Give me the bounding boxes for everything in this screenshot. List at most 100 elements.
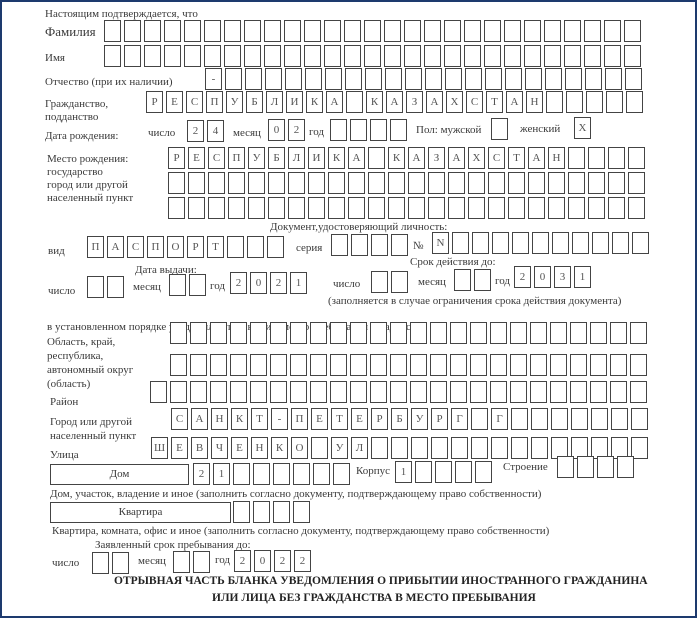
form-cell: Е bbox=[311, 408, 328, 430]
form-cell bbox=[584, 45, 601, 67]
region-field bbox=[170, 322, 647, 344]
valid-year-label: год bbox=[495, 275, 511, 287]
flat-field bbox=[233, 501, 310, 523]
form-cell bbox=[464, 45, 481, 67]
form-cell bbox=[204, 45, 221, 67]
form-cell: 1 bbox=[213, 463, 230, 485]
form-cell bbox=[404, 45, 421, 67]
region-label-3: автономный округ bbox=[47, 364, 134, 376]
document-number-label: № bbox=[413, 240, 424, 252]
form-cell bbox=[270, 354, 287, 376]
form-cell bbox=[410, 381, 427, 403]
form-cell bbox=[325, 68, 342, 90]
form-cell: 0 bbox=[534, 266, 551, 288]
sex-female-box: Х bbox=[574, 117, 591, 139]
structure-field bbox=[557, 456, 634, 478]
form-cell bbox=[450, 381, 467, 403]
form-cell: Н bbox=[548, 147, 565, 169]
form-cell bbox=[590, 322, 607, 344]
form-cell: Г bbox=[491, 408, 508, 430]
form-cell bbox=[370, 381, 387, 403]
form-cell: Л bbox=[266, 91, 283, 113]
form-cell bbox=[410, 322, 427, 344]
form-cell bbox=[385, 68, 402, 90]
form-cell bbox=[511, 408, 528, 430]
sex-male-box bbox=[491, 118, 508, 140]
form-cell bbox=[548, 197, 565, 219]
form-cell bbox=[391, 234, 408, 256]
form-cell bbox=[510, 354, 527, 376]
form-cell bbox=[551, 408, 568, 430]
birth-city-field bbox=[168, 172, 645, 194]
surname-label: Фамилия bbox=[45, 24, 96, 39]
form-cell bbox=[566, 91, 583, 113]
issue-day-field bbox=[87, 276, 124, 298]
form-cell bbox=[531, 437, 548, 459]
form-cell bbox=[390, 119, 407, 141]
structure-label: Строение bbox=[503, 461, 548, 473]
form-cell bbox=[344, 45, 361, 67]
form-cell bbox=[424, 45, 441, 67]
form-cell bbox=[388, 172, 405, 194]
building-field: 1 bbox=[395, 461, 492, 483]
form-cell bbox=[408, 197, 425, 219]
form-cell bbox=[410, 354, 427, 376]
stay-day-label: число bbox=[52, 557, 80, 569]
form-cell bbox=[150, 381, 167, 403]
form-cell bbox=[570, 381, 587, 403]
issue-day-label: число bbox=[48, 285, 76, 297]
form-cell bbox=[247, 236, 264, 258]
form-cell bbox=[430, 322, 447, 344]
form-cell bbox=[170, 381, 187, 403]
form-cell bbox=[104, 20, 121, 42]
form-cell bbox=[570, 322, 587, 344]
form-cell: Б bbox=[391, 408, 408, 430]
form-cell bbox=[264, 20, 281, 42]
form-cell: П bbox=[206, 91, 223, 113]
form-cell bbox=[371, 234, 388, 256]
form-cell: С bbox=[488, 147, 505, 169]
form-cell: Н bbox=[211, 408, 228, 430]
form-cell: А bbox=[386, 91, 403, 113]
form-cell: Р bbox=[371, 408, 388, 430]
form-cell bbox=[524, 20, 541, 42]
form-cell bbox=[588, 197, 605, 219]
form-cell bbox=[346, 91, 363, 113]
birth-place-city-label: город или другой bbox=[47, 179, 128, 191]
form-cell bbox=[304, 20, 321, 42]
form-cell bbox=[333, 463, 350, 485]
form-cell bbox=[448, 197, 465, 219]
form-cell bbox=[448, 172, 465, 194]
stay-month-label: месяц bbox=[138, 555, 166, 567]
form-cell bbox=[606, 91, 623, 113]
form-cell bbox=[190, 354, 207, 376]
house-note: Дом, участок, владение и иное (заполнить… bbox=[50, 488, 542, 500]
form-cell bbox=[505, 68, 522, 90]
form-cell bbox=[368, 147, 385, 169]
form-cell bbox=[610, 322, 627, 344]
form-cell bbox=[290, 381, 307, 403]
form-cell: Х bbox=[468, 147, 485, 169]
stay-month-field bbox=[173, 551, 210, 573]
form-cell bbox=[485, 68, 502, 90]
form-cell: Т bbox=[207, 236, 224, 258]
form-cell: Е bbox=[351, 408, 368, 430]
form-cell bbox=[268, 197, 285, 219]
form-cell bbox=[390, 381, 407, 403]
form-cell bbox=[484, 20, 501, 42]
form-cell: 2 bbox=[187, 120, 204, 142]
form-cell bbox=[288, 172, 305, 194]
form-cell bbox=[628, 147, 645, 169]
form-cell bbox=[511, 437, 528, 459]
form-cell bbox=[608, 147, 625, 169]
form-cell bbox=[590, 354, 607, 376]
form-cell bbox=[504, 45, 521, 67]
form-cell bbox=[384, 20, 401, 42]
form-cell bbox=[233, 463, 250, 485]
form-cell: Е bbox=[231, 437, 248, 459]
form-cell: У bbox=[411, 408, 428, 430]
form-cell bbox=[415, 461, 432, 483]
issue-month-field bbox=[169, 274, 206, 296]
